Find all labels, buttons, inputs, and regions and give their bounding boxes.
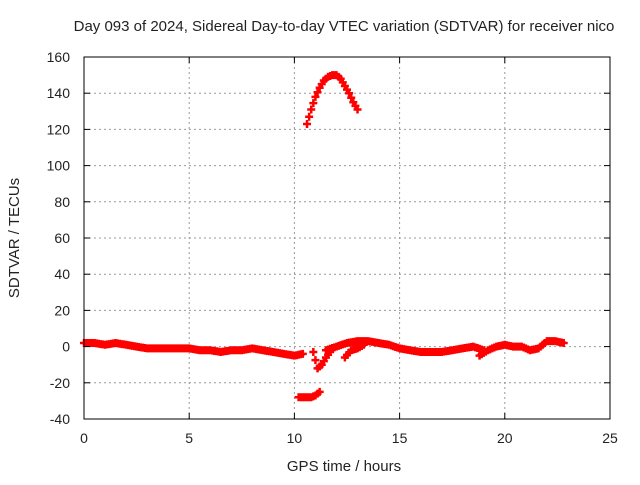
series-tail <box>475 337 568 360</box>
data-point-fill <box>305 112 314 121</box>
x-tick-label: 25 <box>602 430 618 446</box>
series-offset-low <box>294 387 324 402</box>
data-point-fill <box>557 338 566 347</box>
data-point-fill <box>330 343 339 352</box>
x-axis-title: GPS time / hours <box>287 458 401 475</box>
data-point <box>303 119 312 128</box>
data-point-fill <box>315 362 324 371</box>
data-point-fill <box>319 357 328 366</box>
data-point-fill <box>334 72 343 81</box>
data-point-fill <box>481 347 490 356</box>
data-point-fill <box>343 85 351 94</box>
data-point-fill <box>490 343 499 352</box>
y-axis-title: SDTVAR / TECUs <box>6 178 23 298</box>
data-point <box>307 105 316 114</box>
data-point-fill <box>309 99 318 108</box>
y-tick-label: 40 <box>54 266 70 282</box>
series-arc-high <box>303 71 362 128</box>
x-tick-label: 15 <box>392 430 408 446</box>
series-recovery-lower <box>340 340 368 362</box>
y-tick-label: 140 <box>47 85 71 101</box>
y-tick-label: 0 <box>62 339 70 355</box>
data-points <box>80 71 568 402</box>
y-tick-label: -40 <box>50 411 70 427</box>
y-tick-label: -20 <box>50 375 70 391</box>
data-point <box>311 92 320 101</box>
data-point <box>309 348 318 357</box>
x-tick-label: 0 <box>80 430 88 446</box>
data-point-fill <box>313 389 322 398</box>
tick-labels: 0 5 10 15 20 25 -40 -20 0 20 40 60 80 100 120 140 160 <box>47 49 618 446</box>
x-tick-label: 10 <box>287 430 303 446</box>
data-point-fill <box>540 338 549 347</box>
data-point-fill <box>357 341 366 350</box>
y-tick-label: 80 <box>54 194 70 210</box>
y-tick-label: 20 <box>54 302 70 318</box>
x-tick-label: 5 <box>185 430 193 446</box>
y-tick-label: 160 <box>47 49 71 65</box>
data-point-fill <box>321 74 330 83</box>
data-point-fill <box>311 356 320 365</box>
data-point-fill <box>345 348 354 357</box>
data-point-fill <box>532 344 541 353</box>
chart-title: Day 093 of 2024, Sidereal Day-to-day VTE… <box>74 18 615 35</box>
x-tick-label: 20 <box>497 430 513 446</box>
data-point-fill <box>347 93 356 102</box>
ticks <box>83 56 611 420</box>
data-point-fill <box>338 78 347 87</box>
series-baseline <box>80 338 307 360</box>
y-tick-label: 60 <box>54 230 70 246</box>
data-point-fill <box>317 80 326 89</box>
data-point-fill <box>309 392 318 401</box>
y-tick-label: 120 <box>47 121 71 137</box>
data-point-fill <box>351 345 360 354</box>
data-point-fill <box>313 88 322 97</box>
y-tick-label: 100 <box>47 158 71 174</box>
data-point-fill <box>351 101 360 110</box>
data-point-fill <box>330 71 339 80</box>
data-point-fill <box>296 350 305 359</box>
